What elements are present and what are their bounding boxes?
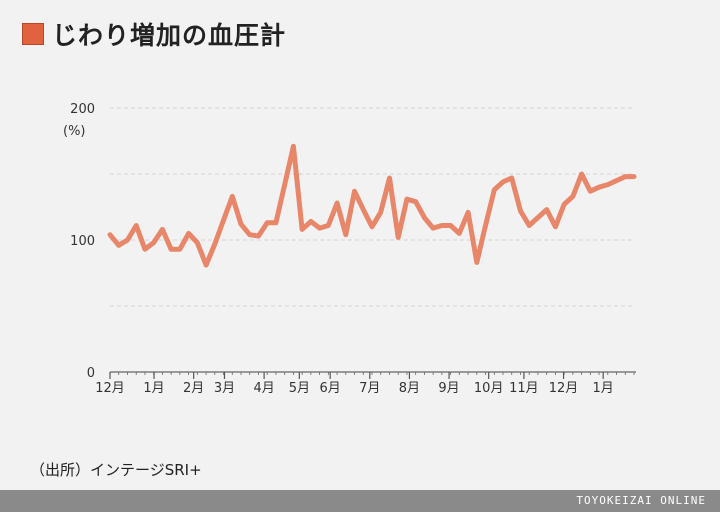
x-tick-label: 8月: [399, 381, 420, 396]
x-tick-label: 5月: [289, 381, 310, 396]
x-tick-label: 12月: [549, 381, 579, 396]
title-marker-square: [22, 23, 44, 45]
x-tick-label: 10月: [474, 381, 504, 396]
x-tick-label: 6月: [320, 381, 341, 396]
x-tick-label: 9月: [438, 381, 459, 396]
line-chart: 0 100 200 (%) 12月 1月 2月 3月 4月 5月 6月 7月 8月 9月 10月 11月 12月…: [63, 102, 637, 396]
series-line-blood-pressure-monitor: [107, 143, 637, 268]
x-tick-label: 1月: [143, 381, 164, 396]
x-tick-label: 2月: [183, 381, 204, 396]
y-tick-label: 100: [70, 234, 95, 249]
x-tick-label: 1月: [593, 381, 614, 396]
y-tick-label: 200: [70, 102, 95, 117]
y-tick-label: 0: [87, 366, 95, 381]
y-axis-unit: (%): [63, 124, 86, 139]
source-note: （出所）インテージSRI+: [30, 461, 202, 479]
chart-title: じわり増加の血圧計: [22, 16, 286, 52]
x-tick-label: 3月: [214, 381, 235, 396]
x-tick-label: 12月: [95, 381, 125, 396]
footer-brand: TOYOKEIZAI ONLINE: [576, 494, 706, 507]
x-tick-label: 7月: [359, 381, 380, 396]
title-text: じわり増加の血圧計: [52, 21, 287, 50]
x-tick-label: 11月: [509, 381, 539, 396]
footer-bar: TOYOKEIZAI ONLINE: [0, 490, 720, 512]
x-tick-label: 4月: [253, 381, 274, 396]
